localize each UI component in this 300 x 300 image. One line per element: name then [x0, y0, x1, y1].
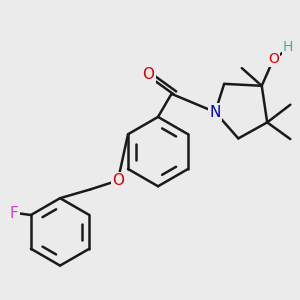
Text: H: H	[283, 40, 293, 54]
Text: F: F	[10, 206, 19, 221]
Text: O: O	[268, 52, 279, 66]
Text: N: N	[209, 105, 221, 120]
Text: O: O	[112, 173, 124, 188]
Text: O: O	[142, 67, 154, 82]
